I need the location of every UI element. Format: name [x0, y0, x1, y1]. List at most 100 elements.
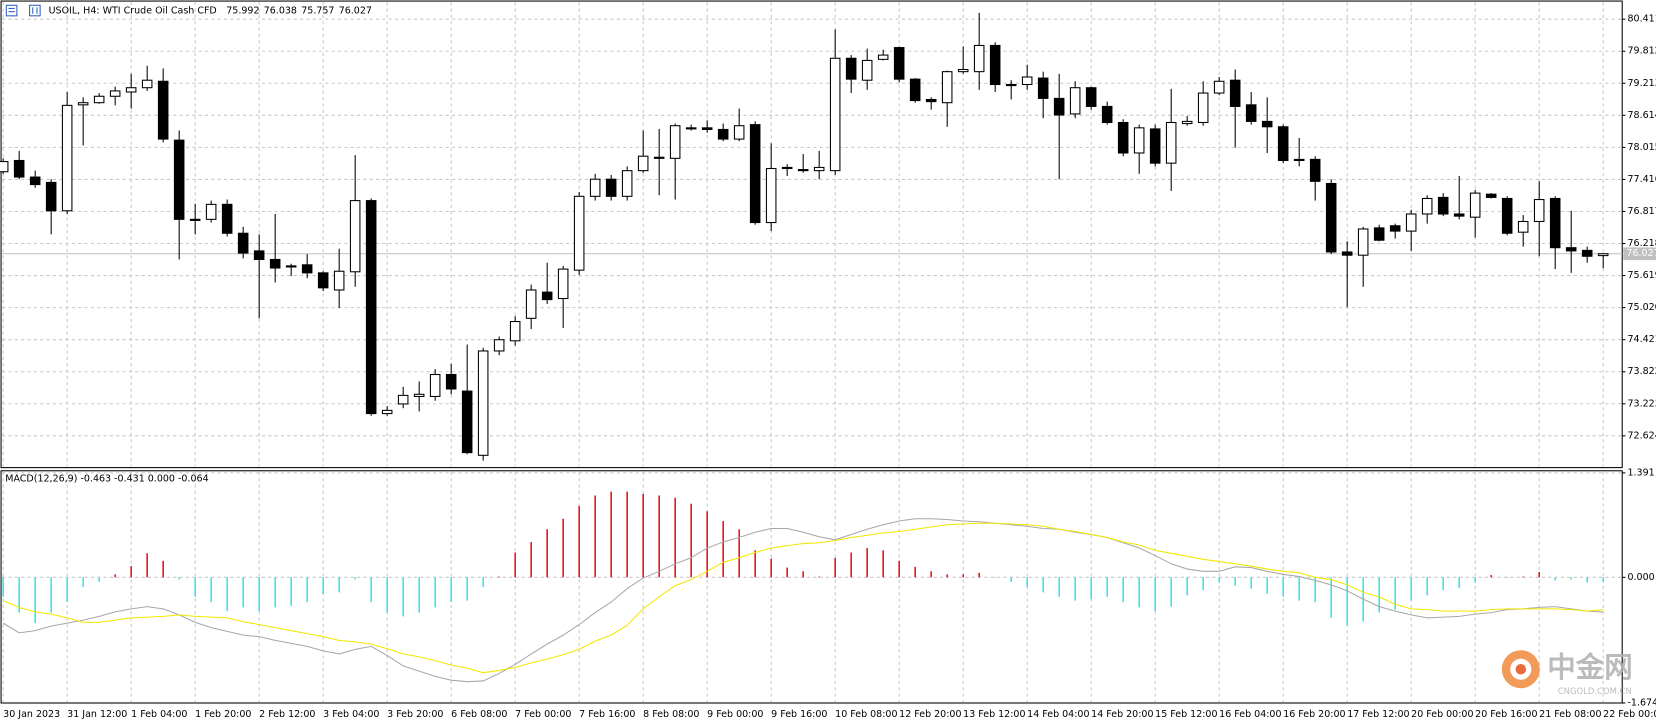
y-tick-label: 79.213: [1627, 78, 1656, 89]
x-tick-label: 20 Feb 00:00: [1411, 709, 1473, 720]
macd-title: MACD(12,26,9) -0.463 -0.431 0.000 -0.064: [5, 474, 208, 485]
candle-body: [1117, 121, 1129, 154]
candle-body: [1005, 83, 1017, 87]
candle-body: [493, 339, 505, 352]
candle-body: [1469, 192, 1481, 218]
header-icons: [5, 4, 41, 17]
y-tick-label: 77.416: [1627, 174, 1656, 185]
candle-body: [77, 102, 89, 106]
candle-body: [669, 125, 681, 159]
candle-body: [621, 170, 633, 197]
candle-body: [1325, 182, 1337, 253]
y-tick-label: 75.619: [1627, 270, 1656, 281]
candle-body: [557, 268, 569, 300]
candle-body: [157, 80, 169, 140]
candle-body: [877, 54, 889, 60]
candle-body: [589, 178, 601, 197]
candle-body: [541, 291, 553, 301]
candle-body: [1197, 92, 1209, 124]
candle-body: [1341, 251, 1353, 256]
x-tick-label: 1 Feb 20:00: [195, 709, 251, 720]
candle-body: [413, 393, 425, 397]
candle-body: [717, 128, 729, 140]
candle-body: [637, 155, 649, 172]
x-tick-label: 20 Feb 16:00: [1475, 709, 1537, 720]
y-tick-label: 78.015: [1627, 142, 1656, 153]
candle-body: [1085, 87, 1097, 107]
candle-body: [829, 57, 841, 172]
candle-body: [733, 125, 745, 140]
candle-body: [1149, 128, 1161, 164]
candle-body: [1165, 121, 1177, 164]
candle-body: [1261, 120, 1273, 128]
candle-body: [989, 44, 1001, 86]
candle-body: [1485, 193, 1497, 198]
x-tick-label: 15 Feb 12:00: [1155, 709, 1217, 720]
y-tick-label: 74.421: [1627, 334, 1656, 345]
watermark: 中金网 CNGOLD.COM.CN: [1501, 650, 1633, 696]
candle-body: [685, 127, 697, 130]
y-tick-label: 73.223: [1627, 398, 1656, 409]
candle-body: [1565, 247, 1577, 252]
price-panel-frame: [0, 0, 1623, 469]
candle-body: [1293, 158, 1305, 162]
candle-body: [365, 200, 377, 415]
candle-body: [189, 218, 201, 221]
y-tick-label: 79.812: [1627, 46, 1656, 57]
watermark-name: 中金网: [1547, 651, 1633, 684]
candle-body: [973, 44, 985, 73]
candle-body: [29, 176, 41, 186]
candle-body: [1501, 197, 1513, 234]
candle-body: [1309, 158, 1321, 182]
x-tick-label: 30 Jan 2023: [3, 709, 60, 720]
candle-body: [781, 166, 793, 170]
candle-body: [1229, 79, 1241, 107]
x-tick-label: 9 Feb 00:00: [707, 709, 763, 720]
candle-body: [525, 289, 537, 319]
y-tick-label: 1.391: [1627, 467, 1654, 478]
candle-body: [1133, 127, 1145, 154]
candle-body: [1421, 197, 1433, 215]
candle-body: [45, 181, 57, 212]
candle-body: [381, 409, 393, 415]
candle-body: [0, 161, 9, 173]
candle-body: [701, 127, 713, 130]
candle-body: [1437, 196, 1449, 215]
x-tick-label: 21 Feb 08:00: [1539, 709, 1601, 720]
y-tick-label: 80.411: [1627, 14, 1656, 25]
candle-body: [125, 87, 137, 93]
candle-body: [509, 321, 521, 342]
candle-body: [1037, 77, 1049, 99]
candle-body: [797, 169, 809, 172]
candle-body: [477, 350, 489, 456]
candle-body: [765, 167, 777, 224]
candle-body: [749, 124, 761, 224]
candle-body: [957, 68, 969, 73]
x-tick-label: 2 Feb 12:00: [259, 709, 315, 720]
y-tick-label: 75.020: [1627, 302, 1656, 313]
x-tick-label: 14 Feb 04:00: [1027, 709, 1089, 720]
x-tick-label: 7 Feb 00:00: [515, 709, 571, 720]
icon: [29, 4, 41, 17]
x-tick-label: 17 Feb 12:00: [1347, 709, 1409, 720]
candle-body: [253, 250, 265, 260]
y-tick-label: 78.614: [1627, 110, 1656, 121]
candle-body: [1389, 225, 1401, 232]
x-tick-label: 14 Feb 20:00: [1091, 709, 1153, 720]
x-tick-label: 9 Feb 16:00: [771, 709, 827, 720]
candle-body: [573, 195, 585, 271]
candle-body: [173, 139, 185, 220]
y-tick-label: 76.817: [1627, 206, 1656, 217]
candle-body: [1053, 97, 1065, 116]
candle-body: [269, 258, 281, 269]
candle-body: [1069, 87, 1081, 115]
x-tick-label: 1 Feb 04:00: [131, 709, 187, 720]
candle-body: [349, 200, 361, 273]
candle-body: [285, 265, 297, 268]
x-tick-label: 8 Feb 08:00: [643, 709, 699, 720]
candle-body: [941, 71, 953, 104]
x-tick-label: 16 Feb 20:00: [1283, 709, 1345, 720]
